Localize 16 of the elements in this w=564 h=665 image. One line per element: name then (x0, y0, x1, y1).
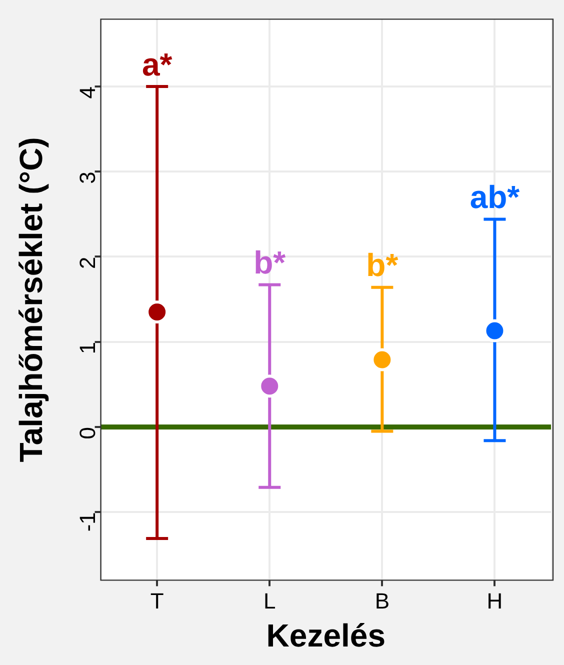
x-tick-label: B (374, 588, 390, 614)
y-tick-label: 0 (74, 426, 100, 440)
annotation: a* (142, 46, 173, 82)
y-axis-title: Talajhőmérséklet (°C) (13, 137, 50, 462)
y-tick-label: 4 (74, 86, 100, 99)
y-tick-label: 2 (74, 256, 100, 269)
y-tick-label: 3 (74, 172, 100, 184)
x-tick-label: T (150, 588, 164, 614)
annotation: ab* (470, 179, 520, 216)
x-tick-label: L (264, 588, 276, 614)
annotation: b* (366, 247, 399, 284)
y-tick-label: -1 (74, 512, 100, 532)
x-axis-title: Kezelés (266, 618, 386, 654)
x-tick-label: H (486, 588, 503, 614)
annotation: b* (254, 244, 286, 281)
y-tick-label: 1 (74, 342, 100, 354)
